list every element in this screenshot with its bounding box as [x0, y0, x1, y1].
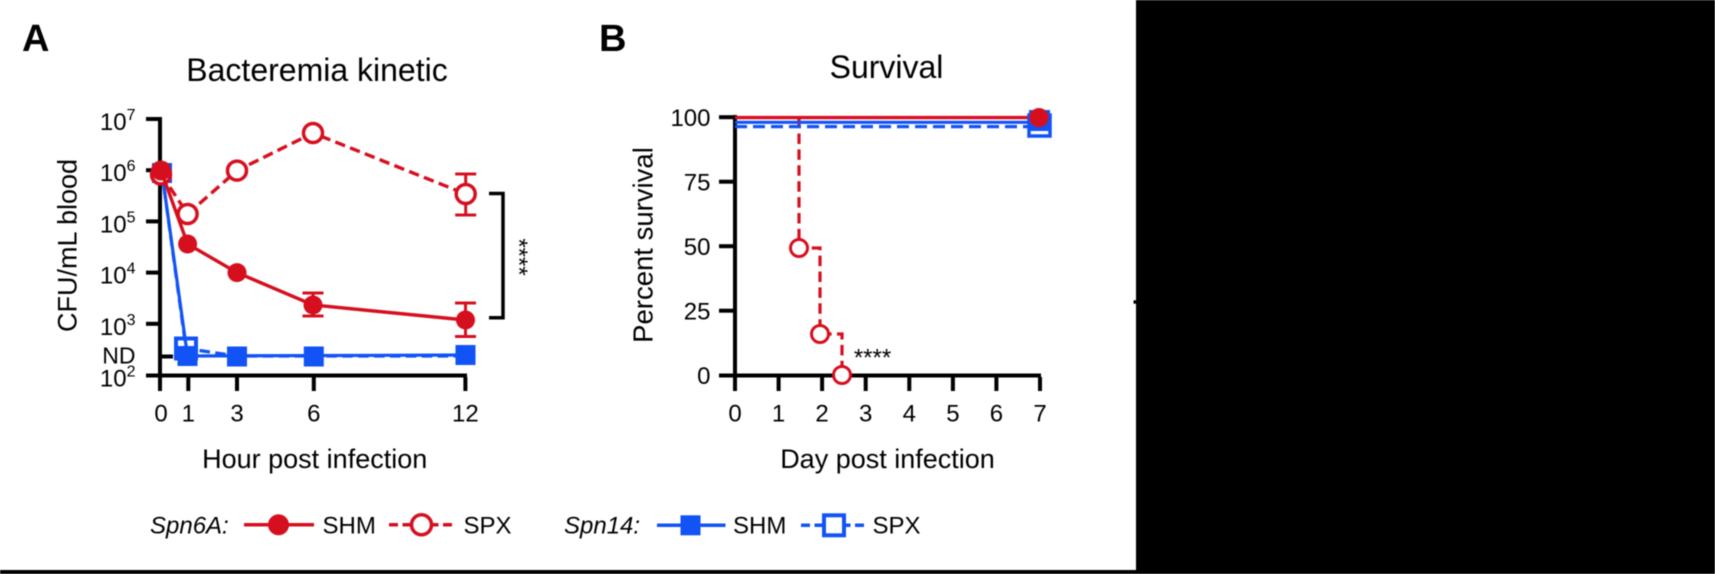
svg-text:Day post infection: Day post infection — [780, 444, 995, 474]
svg-text:ND: ND — [102, 343, 135, 369]
svg-text:6: 6 — [307, 401, 320, 428]
svg-text:Hour post infection: Hour post infection — [202, 444, 427, 474]
svg-text:1: 1 — [182, 401, 195, 428]
svg-text:CFU/mL blood: CFU/mL blood — [53, 159, 83, 332]
svg-text:Spn14:: Spn14: — [564, 513, 640, 540]
svg-text:102: 102 — [100, 364, 136, 393]
svg-text:B: B — [599, 18, 626, 60]
svg-text:3: 3 — [859, 401, 872, 428]
svg-text:5: 5 — [946, 401, 959, 428]
svg-text:3: 3 — [230, 401, 243, 428]
svg-text:50: 50 — [684, 234, 711, 261]
svg-text:Bacteremia kinetic: Bacteremia kinetic — [186, 52, 447, 88]
svg-text:Spn6A:: Spn6A: — [150, 513, 229, 540]
svg-text:****: **** — [505, 238, 532, 275]
svg-text:100: 100 — [670, 105, 710, 132]
svg-text:SPX: SPX — [464, 513, 512, 540]
svg-text:2: 2 — [815, 401, 828, 428]
svg-text:Survival: Survival — [830, 49, 944, 85]
svg-text:1: 1 — [772, 401, 785, 428]
svg-text:25: 25 — [684, 299, 711, 326]
svg-text:SHM: SHM — [323, 513, 376, 540]
svg-text:Percent survival: Percent survival — [628, 147, 659, 343]
svg-text:6: 6 — [990, 401, 1003, 428]
svg-text:4: 4 — [903, 401, 916, 428]
svg-text:0: 0 — [154, 401, 167, 428]
svg-text:75: 75 — [684, 170, 711, 197]
svg-text:****: **** — [854, 345, 891, 372]
svg-text:SPX: SPX — [873, 513, 921, 540]
svg-text:0: 0 — [697, 363, 710, 390]
svg-text:7: 7 — [1033, 401, 1046, 428]
svg-text:SHM: SHM — [733, 513, 786, 540]
svg-text:A: A — [22, 18, 49, 60]
svg-text:12: 12 — [452, 401, 479, 428]
svg-text:0: 0 — [728, 401, 741, 428]
